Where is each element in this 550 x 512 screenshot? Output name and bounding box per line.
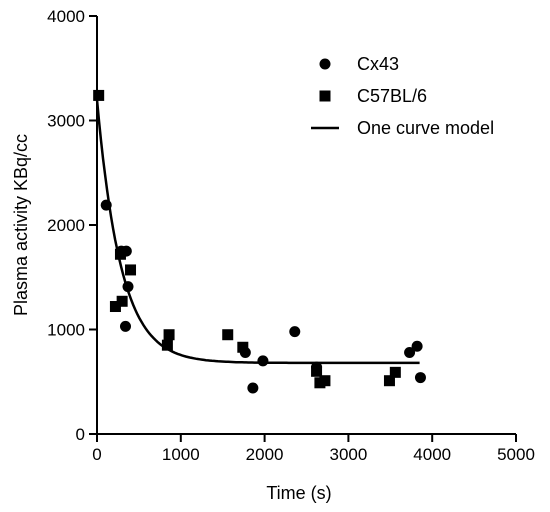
x-axis-title: Time (s) — [266, 483, 331, 503]
x-ticks: 0 1000 2000 3000 4000 5000 — [92, 434, 535, 464]
data-point-c57bl6 — [163, 329, 175, 341]
data-point-c57bl6 — [383, 375, 395, 387]
data-point-c57bl6 — [237, 341, 249, 353]
data-point-cx43 — [414, 372, 426, 384]
legend-label: Cx43 — [357, 54, 399, 74]
y-tick-label: 4000 — [47, 7, 85, 26]
data-point-c57bl6 — [93, 89, 105, 101]
x-tick-label: 4000 — [413, 445, 451, 464]
x-tick-label: 1000 — [162, 445, 200, 464]
legend: Cx43 C57BL/6 One curve model — [311, 54, 494, 138]
data-point-cx43 — [411, 340, 423, 352]
data-point-cx43 — [257, 355, 269, 367]
legend-circle-marker — [319, 58, 331, 70]
data-point-c57bl6 — [116, 295, 128, 307]
y-tick-label: 2000 — [47, 216, 85, 235]
data-point-cx43 — [289, 326, 301, 338]
data-point-c57bl6 — [222, 329, 234, 341]
data-point-c57bl6 — [161, 339, 173, 351]
y-ticks: 0 1000 2000 3000 4000 — [47, 7, 97, 444]
x-tick-label: 5000 — [497, 445, 535, 464]
legend-label: C57BL/6 — [357, 86, 427, 106]
data-point-cx43 — [247, 382, 259, 394]
data-point-c57bl6 — [389, 366, 401, 378]
legend-label: One curve model — [357, 118, 494, 138]
axes — [96, 16, 516, 435]
x-tick-label: 0 — [92, 445, 101, 464]
y-axis-title: Plasma activity KBq/cc — [11, 134, 31, 316]
plot-area — [93, 89, 426, 394]
data-point-c57bl6 — [319, 375, 331, 387]
x-tick-label: 3000 — [329, 445, 367, 464]
data-point-cx43 — [119, 320, 131, 332]
y-tick-label: 0 — [76, 425, 85, 444]
data-point-c57bl6 — [125, 264, 137, 276]
model-curve — [95, 99, 420, 365]
y-tick-label: 3000 — [47, 112, 85, 131]
data-point-c57bl6 — [109, 301, 121, 313]
x-tick-label: 2000 — [246, 445, 284, 464]
data-point-c57bl6 — [311, 365, 323, 377]
data-point-c57bl6 — [114, 248, 126, 260]
legend-square-marker — [319, 90, 331, 102]
data-point-cx43 — [404, 346, 416, 358]
y-tick-label: 1000 — [47, 321, 85, 340]
